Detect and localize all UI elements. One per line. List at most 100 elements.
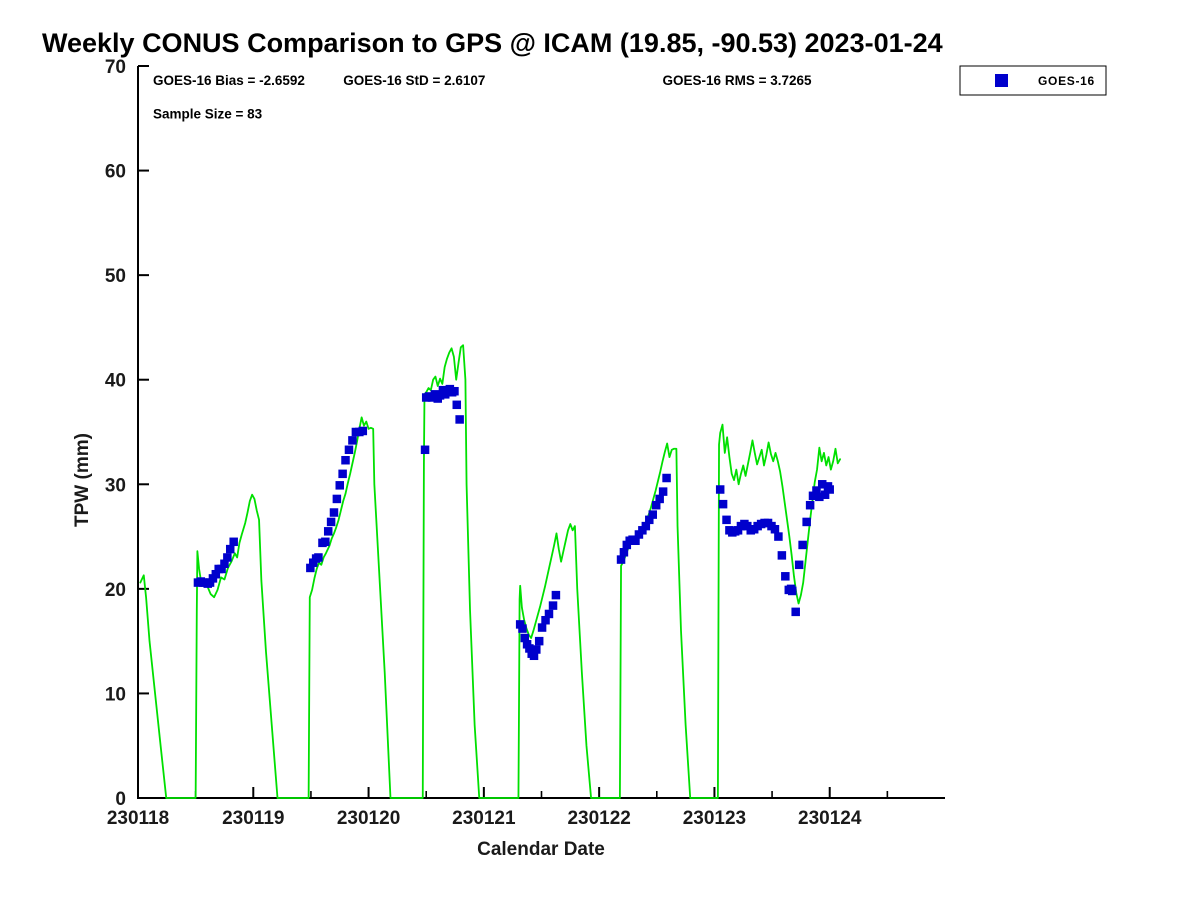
- annotation-bias: GOES-16 Bias = -2.6592: [153, 73, 305, 88]
- data-point-marker: [329, 508, 339, 517]
- data-point-marker: [452, 400, 462, 410]
- data-point-marker: [217, 564, 226, 574]
- annotation-sample-size: Sample Size = 83: [153, 106, 263, 121]
- data-point-marker: [220, 559, 229, 569]
- data-point-marker: [718, 499, 728, 509]
- data-point-marker: [641, 521, 651, 531]
- x-tick-label-230122: 230122: [567, 808, 630, 829]
- data-point-marker: [450, 386, 459, 396]
- legend-label-goes16: GOES-16: [1038, 74, 1095, 88]
- legend-marker-goes16: [995, 74, 1008, 87]
- x-tick-label-230121: 230121: [452, 808, 516, 829]
- data-point-marker: [435, 391, 445, 400]
- statistics-annotations: GOES-16 Bias = -2.6592 GOES-16 StD = 2.61…: [153, 73, 812, 121]
- y-tick-label-0: 0: [115, 789, 126, 810]
- data-point-marker: [794, 560, 804, 570]
- goes16-marker-series: [193, 384, 834, 661]
- data-point-marker: [619, 548, 629, 557]
- data-point-marker: [338, 469, 347, 479]
- x-tick-label-230123: 230123: [683, 808, 746, 829]
- y-axis-ticks: [138, 65, 149, 799]
- data-point-marker: [537, 623, 547, 632]
- x-tick-label-230119: 230119: [222, 808, 284, 829]
- chart-legend: GOES-16: [959, 65, 1107, 96]
- annotation-std: GOES-16 StD = 2.6107: [343, 73, 485, 88]
- data-point-marker: [455, 415, 464, 424]
- data-point-marker: [225, 544, 235, 554]
- data-point-marker: [774, 532, 783, 541]
- data-point-marker: [825, 485, 834, 494]
- data-point-marker: [229, 537, 238, 547]
- data-point-marker: [323, 527, 333, 536]
- gps-line-series: [139, 344, 841, 799]
- y-tick-label-60: 60: [105, 162, 126, 183]
- data-point-marker: [651, 500, 661, 510]
- y-tick-label-50: 50: [105, 266, 126, 287]
- y-tick-label-10: 10: [105, 684, 126, 705]
- chart-title: Weekly CONUS Comparison to GPS @ ICAM (1…: [42, 28, 943, 58]
- data-point-marker: [715, 485, 725, 494]
- data-point-marker: [520, 633, 530, 643]
- data-point-marker: [662, 473, 671, 483]
- data-point-marker: [223, 553, 232, 562]
- data-point-marker: [306, 563, 315, 573]
- data-point-marker: [655, 494, 664, 504]
- data-point-marker: [525, 644, 534, 653]
- data-point-marker: [722, 515, 731, 525]
- data-point-marker: [321, 537, 330, 547]
- y-tick-label-20: 20: [105, 580, 126, 601]
- data-point-marker: [777, 551, 787, 560]
- legend-box: [959, 65, 1107, 96]
- x-axis-tick-labels: 230118 230119 230120 230121 230122 230123 2301…: [107, 808, 862, 829]
- y-axis-tick-labels: 0 10 20 30 40 50 60 70: [105, 57, 126, 810]
- data-point-marker: [551, 590, 561, 600]
- x-tick-label-230124: 230124: [798, 808, 862, 829]
- data-point-marker: [335, 481, 344, 490]
- data-point-marker: [548, 601, 558, 610]
- annotation-rms: GOES-16 RMS = 3.7265: [663, 73, 812, 88]
- data-point-marker: [648, 510, 657, 519]
- data-point-marker: [770, 525, 780, 534]
- data-point-marker: [348, 436, 357, 445]
- y-tick-label-70: 70: [105, 57, 126, 78]
- data-point-marker: [817, 480, 827, 489]
- data-point-marker: [326, 517, 336, 527]
- y-tick-label-30: 30: [105, 475, 126, 496]
- data-point-marker: [532, 645, 541, 654]
- data-point-marker: [420, 445, 430, 455]
- data-point-marker: [541, 615, 550, 625]
- data-point-marker: [332, 494, 342, 504]
- data-point-marker: [791, 607, 800, 617]
- data-point-marker: [314, 553, 323, 562]
- x-tick-label-230118: 230118: [107, 808, 169, 829]
- data-point-marker: [820, 490, 830, 499]
- data-point-marker: [658, 487, 668, 496]
- y-axis-title: TPW (mm): [72, 433, 93, 527]
- data-point-marker: [544, 609, 554, 619]
- data-point-marker: [802, 517, 811, 527]
- series-line-gps: [139, 344, 841, 799]
- data-point-marker: [534, 636, 544, 646]
- data-point-marker: [358, 426, 368, 436]
- data-point-marker: [812, 486, 821, 495]
- data-point-marker: [645, 515, 654, 525]
- data-point-marker: [805, 500, 815, 510]
- data-point-marker: [808, 491, 818, 501]
- data-point-marker: [815, 492, 824, 502]
- x-axis-ticks: [137, 787, 889, 798]
- data-point-marker: [211, 569, 221, 579]
- data-point-marker: [344, 445, 354, 455]
- data-point-marker: [781, 572, 790, 581]
- data-point-marker: [616, 555, 626, 564]
- x-axis-title: Calendar Date: [477, 839, 605, 860]
- data-point-marker: [798, 540, 807, 550]
- data-point-marker: [631, 536, 640, 545]
- x-tick-label-230120: 230120: [337, 808, 400, 829]
- data-point-marker: [788, 586, 797, 596]
- y-tick-label-40: 40: [105, 371, 126, 392]
- data-point-marker: [518, 624, 527, 633]
- data-point-marker: [341, 455, 350, 465]
